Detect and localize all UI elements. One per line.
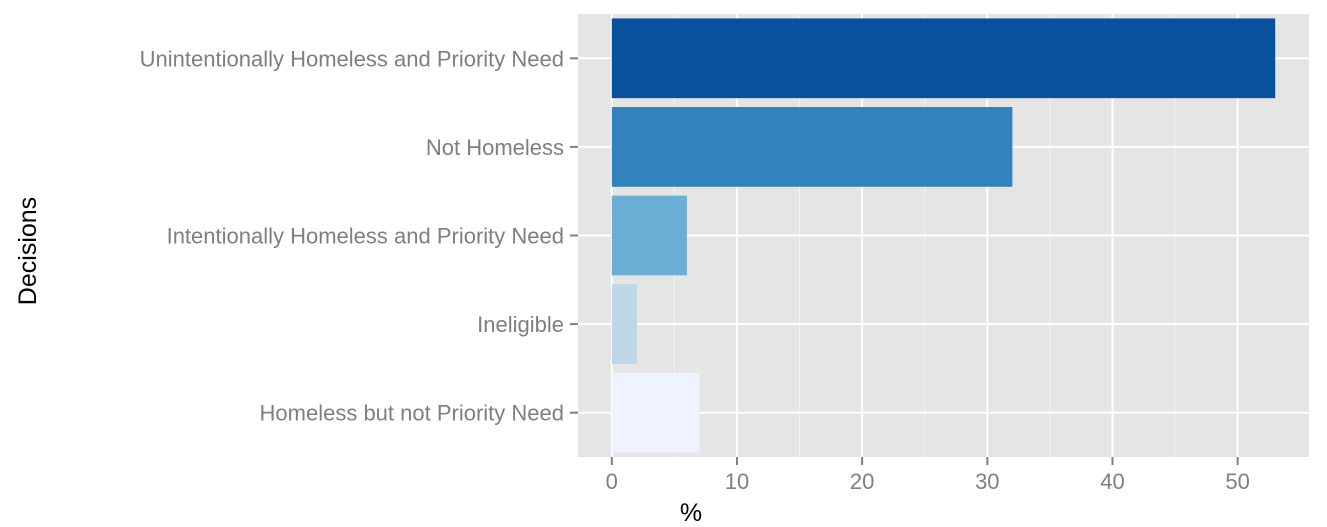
x-tick-label: 30 [975,469,999,494]
y-tick-label: Unintentionally Homeless and Priority Ne… [140,46,564,71]
x-tick-label: 50 [1225,469,1249,494]
bar [611,195,687,276]
x-tick-label: 40 [1100,469,1124,494]
x-tick-label: 0 [606,469,618,494]
y-axis-title: Decisions [14,197,42,305]
bar [611,107,1013,187]
y-tick-label: Ineligible [477,312,564,337]
bar [611,18,1276,99]
y-axis: Unintentionally Homeless and Priority Ne… [140,46,578,426]
bar [611,372,700,453]
x-axis-title: % [680,499,702,527]
bar [611,284,637,364]
y-tick-label: Homeless but not Priority Need [260,401,564,426]
y-tick-label: Intentionally Homeless and Priority Need [167,224,564,249]
y-tick-label: Not Homeless [426,135,564,160]
x-axis: 0 10 20 30 40 50 [606,457,1250,494]
bars [611,18,1276,453]
x-tick-label: 20 [850,469,874,494]
x-tick-label: 10 [725,469,749,494]
